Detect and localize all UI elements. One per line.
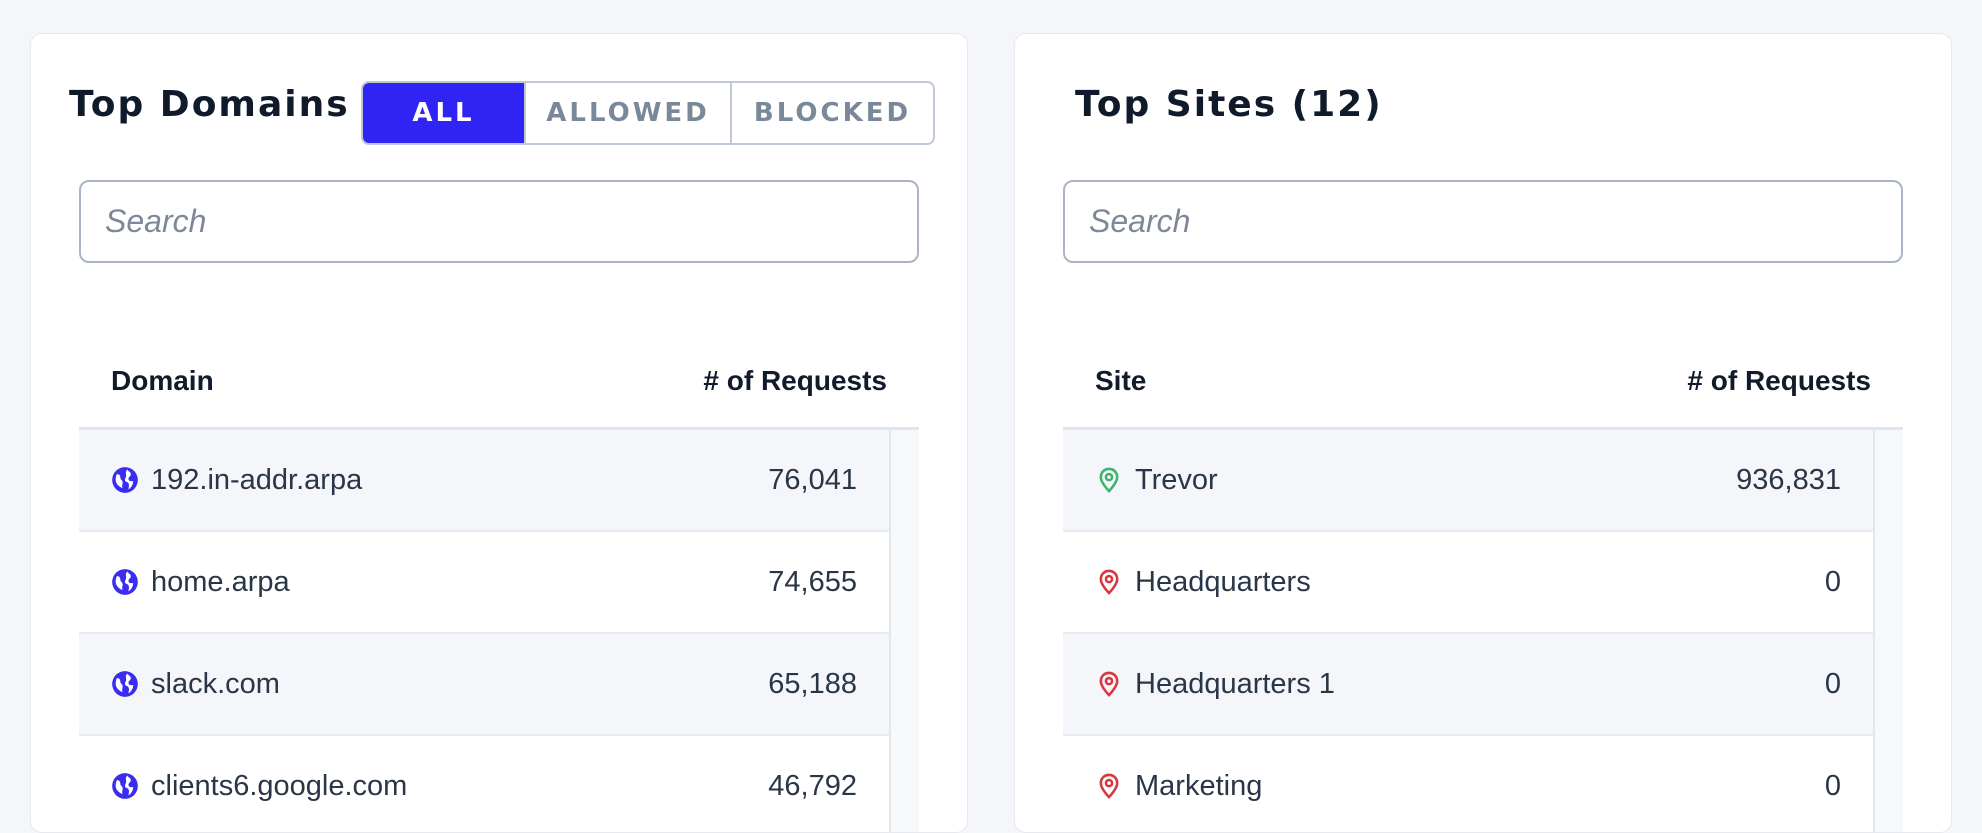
globe-icon bbox=[111, 772, 139, 800]
top-domains-title: Top Domains bbox=[69, 84, 350, 125]
domains-table-header: Domain # of Requests bbox=[79, 334, 919, 430]
domains-scrollbar[interactable] bbox=[889, 430, 919, 832]
globe-icon bbox=[111, 670, 139, 698]
domain-name: 192.in-addr.arpa bbox=[151, 463, 363, 496]
request-count: 46,792 bbox=[768, 769, 857, 802]
globe-icon bbox=[111, 568, 139, 596]
filter-allowed-button[interactable]: ALLOWED bbox=[524, 83, 730, 143]
sites-table-body: Trevor 936,831 Headquarters 0 Headquarters 1… bbox=[1063, 430, 1903, 832]
domain-name-cell: clients6.google.com bbox=[111, 770, 407, 803]
site-name-cell: Headquarters 1 bbox=[1095, 668, 1335, 701]
column-header-domain[interactable]: Domain bbox=[111, 364, 214, 396]
request-count: 0 bbox=[1824, 667, 1841, 700]
site-name-cell: Headquarters bbox=[1095, 566, 1311, 599]
site-search-input[interactable] bbox=[1063, 180, 1903, 263]
column-header-requests[interactable]: # of Requests bbox=[703, 364, 887, 396]
request-count: 74,655 bbox=[768, 565, 857, 598]
request-count: 936,831 bbox=[1736, 463, 1841, 496]
location-pin-icon bbox=[1095, 568, 1123, 596]
location-pin-icon bbox=[1095, 466, 1123, 494]
table-row[interactable]: Headquarters 0 bbox=[1063, 532, 1873, 634]
filter-blocked-button[interactable]: BLOCKED bbox=[730, 83, 933, 143]
table-row[interactable]: Marketing 0 bbox=[1063, 736, 1873, 832]
site-name-cell: Marketing bbox=[1095, 770, 1262, 803]
domain-name-cell: home.arpa bbox=[111, 566, 290, 599]
sites-table-header: Site # of Requests bbox=[1063, 334, 1903, 430]
domain-name-cell: slack.com bbox=[111, 668, 280, 701]
site-name-cell: Trevor bbox=[1095, 464, 1218, 497]
domain-name: home.arpa bbox=[151, 565, 290, 598]
table-row[interactable]: Trevor 936,831 bbox=[1063, 430, 1873, 532]
table-row[interactable]: clients6.google.com 46,792 bbox=[79, 736, 889, 832]
sites-scrollbar[interactable] bbox=[1873, 430, 1903, 832]
table-row[interactable]: home.arpa 74,655 bbox=[79, 532, 889, 634]
table-row[interactable]: slack.com 65,188 bbox=[79, 634, 889, 736]
request-count: 65,188 bbox=[768, 667, 857, 700]
filter-all-button[interactable]: ALL bbox=[363, 83, 524, 143]
site-name: Trevor bbox=[1135, 463, 1218, 496]
column-header-requests[interactable]: # of Requests bbox=[1687, 364, 1871, 396]
domain-name: slack.com bbox=[151, 667, 280, 700]
domain-filter-toggle: ALL ALLOWED BLOCKED bbox=[361, 81, 935, 145]
request-count: 0 bbox=[1824, 565, 1841, 598]
table-row[interactable]: 192.in-addr.arpa 76,041 bbox=[79, 430, 889, 532]
top-sites-panel: Top Sites (12) Site # of Requests Trevor… bbox=[1014, 33, 1952, 833]
request-count: 76,041 bbox=[768, 463, 857, 496]
site-name: Headquarters 1 bbox=[1135, 667, 1335, 700]
table-row[interactable]: Headquarters 1 0 bbox=[1063, 634, 1873, 736]
location-pin-icon bbox=[1095, 670, 1123, 698]
domains-table-body: 192.in-addr.arpa 76,041 home.arpa 74,655 sla… bbox=[79, 430, 919, 832]
domain-search-input[interactable] bbox=[79, 180, 919, 263]
top-sites-title: Top Sites (12) bbox=[1075, 84, 1383, 125]
site-name: Marketing bbox=[1135, 769, 1263, 802]
location-pin-icon bbox=[1095, 772, 1123, 800]
globe-icon bbox=[111, 466, 139, 494]
top-domains-panel: Top Domains ALL ALLOWED BLOCKED Domain #… bbox=[30, 33, 968, 833]
column-header-site[interactable]: Site bbox=[1095, 364, 1147, 396]
domain-name: clients6.google.com bbox=[151, 769, 408, 802]
site-name: Headquarters bbox=[1135, 565, 1311, 598]
domain-name-cell: 192.in-addr.arpa bbox=[111, 464, 362, 497]
request-count: 0 bbox=[1824, 769, 1841, 802]
